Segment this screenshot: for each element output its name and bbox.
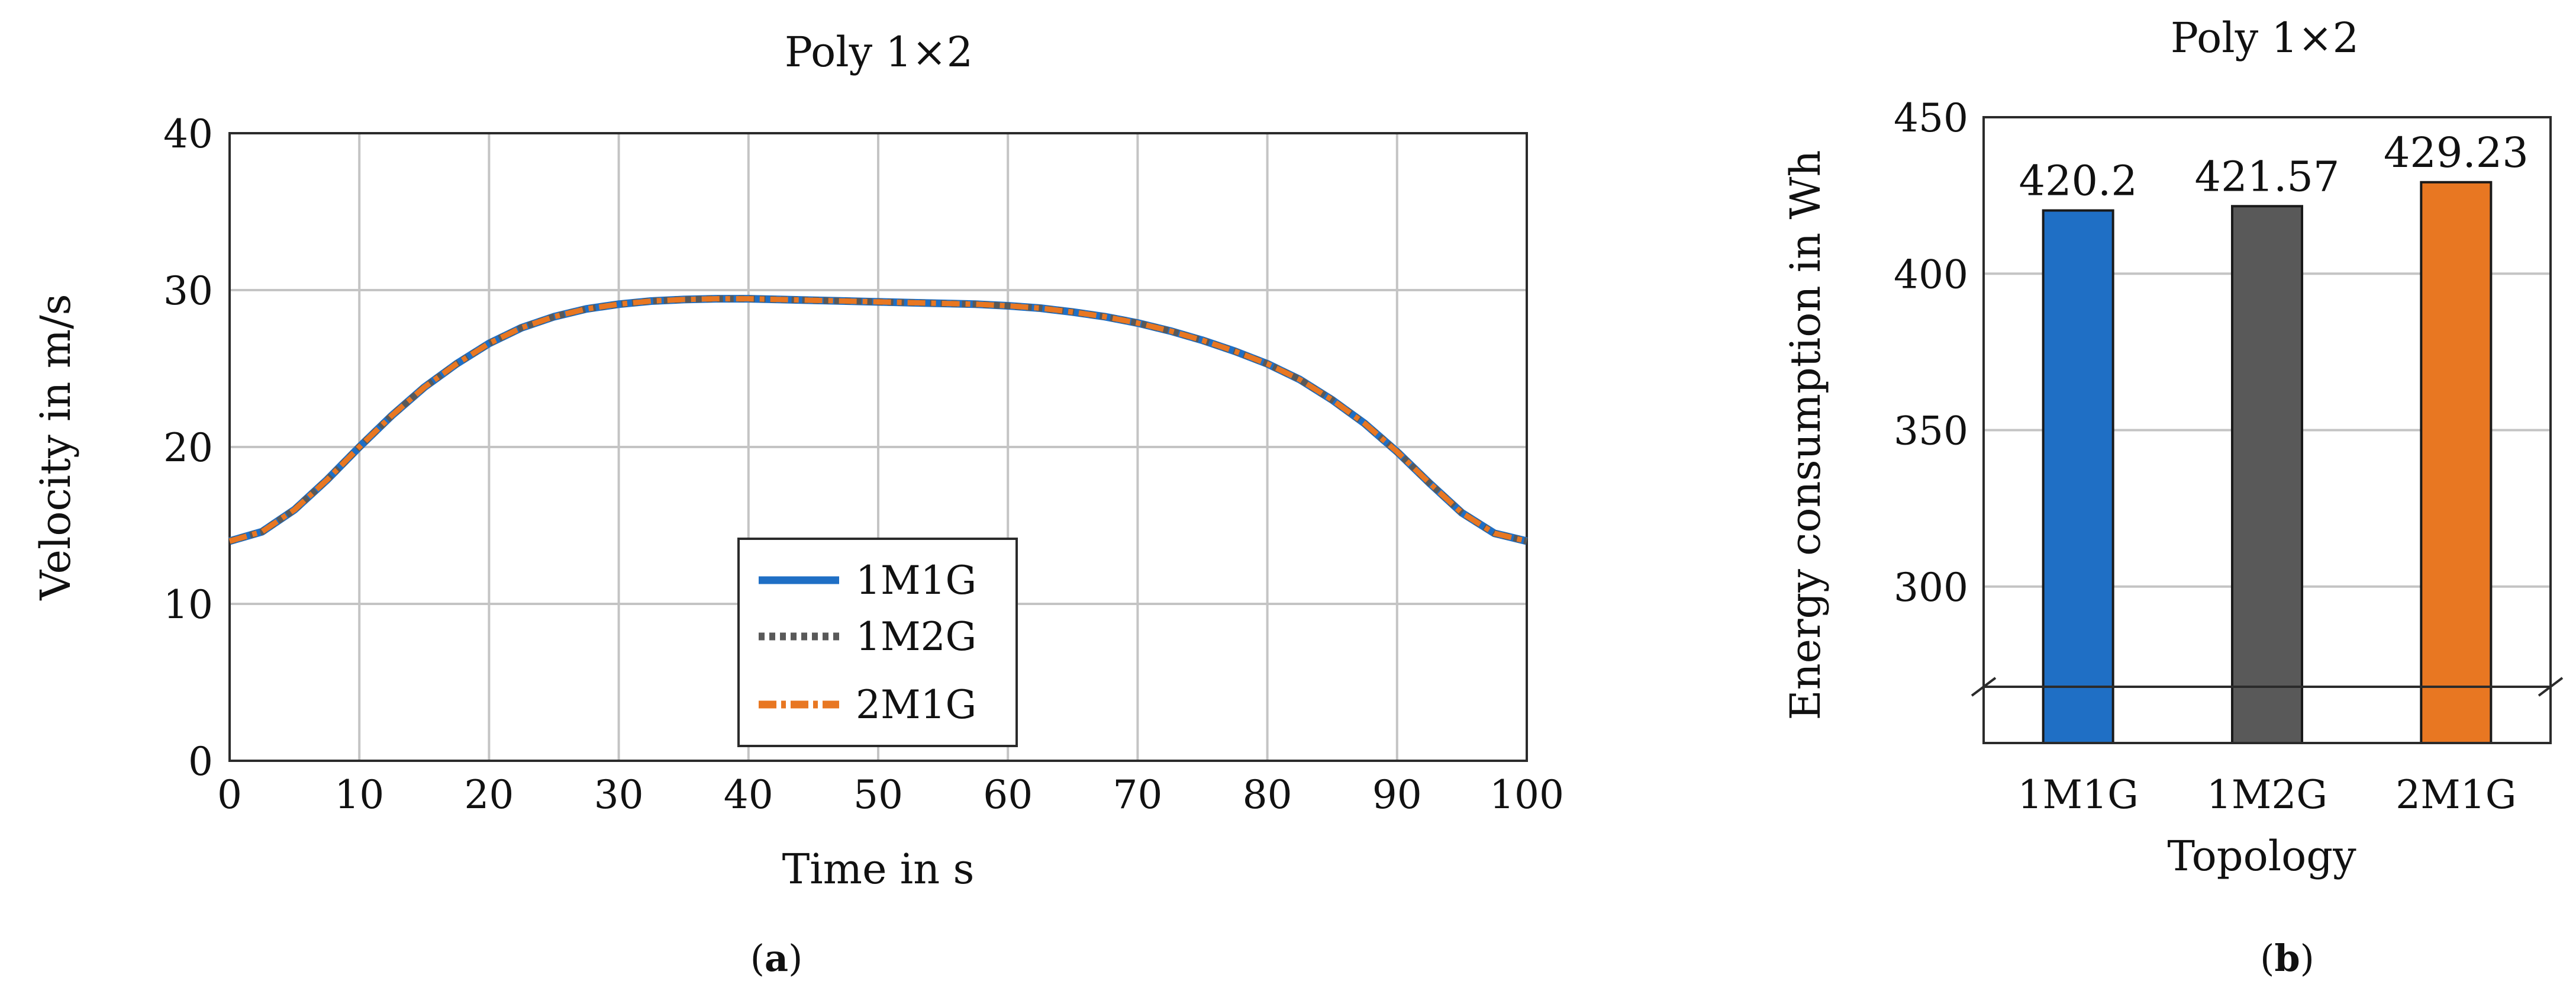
chart-a-title: Poly 1×2 [785, 28, 973, 76]
a-xtick-label: 20 [464, 772, 514, 818]
chart-a-xlabel: Time in s [782, 845, 975, 893]
chart-a-frame [228, 132, 1528, 762]
chart-b-value-labels: 420.2 421.57 429.23 [2019, 128, 2528, 205]
a-xtick-label: 50 [853, 772, 903, 818]
a-xtick-label: 30 [594, 772, 644, 818]
chart-b-ylabel: Energy consumption in Wh [1781, 150, 1830, 720]
legend-label-1M1G: 1M1G [856, 558, 976, 603]
legend-label-2M1G: 2M1G [856, 682, 976, 728]
panel-b-letter: b [2274, 937, 2300, 980]
chart-a-ticks: 0 10 20 30 40 50 60 70 80 90 100 0 10 20 30 40 [163, 111, 1564, 818]
legend-label-1M2G: 1M2G [856, 614, 976, 660]
chart-b-title: Poly 1×2 [2171, 14, 2359, 62]
legend-box [737, 538, 1018, 747]
chart-b-ticks: 300 350 400 450 1M1G 1M2G 2M1G [1894, 95, 2516, 818]
a-xtick-label: 70 [1113, 772, 1162, 818]
a-ytick-label: 10 [163, 582, 213, 628]
panel-a-letter: a [765, 937, 788, 980]
bar-1M2G [2231, 205, 2303, 744]
bar-2M1G [2420, 181, 2493, 744]
a-ytick-label: 0 [188, 739, 213, 784]
a-xtick-label: 100 [1489, 772, 1564, 818]
a-xtick-label: 90 [1372, 772, 1422, 818]
a-xtick-label: 40 [724, 772, 773, 818]
b-xtick-label: 2M1G [2396, 772, 2516, 818]
b-ytick-label: 350 [1894, 409, 1968, 454]
panel-a-caption: (a) [750, 937, 803, 980]
b-xtick-label: 1M2G [2207, 772, 2327, 818]
bar-value-label: 421.57 [2195, 152, 2340, 201]
velocity-line-chart: Poly 1×2 0 10 20 30 40 50 60 70 80 90 100 0 10 20 30 40… [31, 28, 1564, 980]
a-xtick-label: 10 [334, 772, 384, 818]
chart-b-frame [1971, 116, 2564, 744]
bar-value-label: 429.23 [2384, 128, 2529, 177]
a-xtick-label: 0 [217, 772, 242, 818]
chart-a-legend: 1M1G 1M2G 2M1G [737, 538, 1018, 747]
chart-b-bars [2042, 181, 2493, 745]
a-xtick-label: 60 [983, 772, 1033, 818]
a-ytick-label: 40 [163, 111, 213, 157]
b-ytick-label: 400 [1894, 252, 1968, 297]
a-ytick-label: 30 [163, 268, 213, 314]
a-xtick-label: 80 [1243, 772, 1292, 818]
panel-b-caption: (b) [2260, 937, 2314, 980]
bar-1M1G [2042, 209, 2114, 745]
series-line-2M1G [228, 296, 1528, 544]
b-xtick-label: 1M1G [2018, 772, 2139, 818]
b-ytick-label: 300 [1894, 565, 1968, 610]
chart-b-xlabel: Topology [2167, 832, 2356, 880]
b-ytick-label: 450 [1894, 95, 1968, 141]
chart-a-ylabel: Velocity in m/s [31, 294, 80, 600]
bar-value-label: 420.2 [2019, 156, 2137, 205]
a-ytick-label: 20 [163, 425, 213, 471]
chart-a-series [228, 295, 1528, 545]
